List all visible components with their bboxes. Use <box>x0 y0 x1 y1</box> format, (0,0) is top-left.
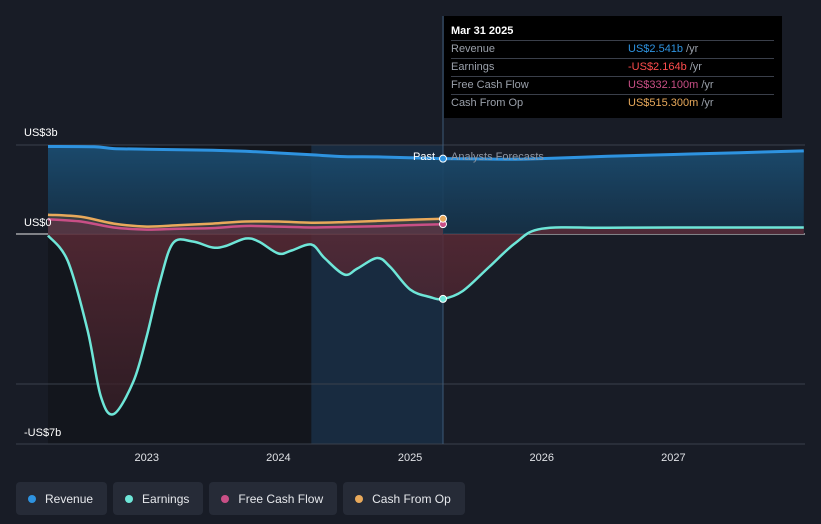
fcf-line <box>47 217 444 231</box>
legend: Revenue Earnings Free Cash Flow Cash Fro… <box>16 482 465 515</box>
tooltip-value: -US$2.164b <box>628 61 687 73</box>
earnings-dot-icon <box>125 494 134 503</box>
legend-item-fcf[interactable]: Free Cash Flow <box>209 482 338 515</box>
revenue-line <box>47 144 804 161</box>
y-tick-label: -US$7b <box>24 427 61 439</box>
x-tick-label: 2026 <box>530 452 554 464</box>
revenue-area <box>48 146 804 234</box>
forecast-label: Analysts Forecasts <box>451 151 544 163</box>
tooltip-row-cfo: Cash From Op US$515.300m /yr <box>451 94 774 112</box>
earnings-area <box>48 227 804 415</box>
tooltip-unit: /yr <box>701 97 714 109</box>
tooltip-label: Free Cash Flow <box>451 79 529 91</box>
legend-label: Cash From Op <box>372 491 451 506</box>
revenue-dot-icon <box>28 494 36 503</box>
x-tick-label: 2027 <box>661 452 685 464</box>
x-tick-label: 2025 <box>398 452 422 464</box>
tooltip-unit: /yr <box>686 43 699 55</box>
tooltip-row-fcf: Free Cash Flow US$332.100m /yr <box>451 76 774 94</box>
revenue-marker <box>439 154 447 163</box>
y-tick-label: US$3b <box>24 127 58 139</box>
earnings-marker <box>439 294 447 303</box>
tooltip-row-revenue: Revenue US$2.541b /yr <box>451 40 774 58</box>
tooltip-unit: /yr <box>701 79 714 91</box>
fcf-dot-icon <box>221 494 230 503</box>
tooltip-date: Mar 31 2025 <box>451 25 514 37</box>
earnings-line <box>47 226 804 416</box>
x-tick-label: 2024 <box>266 452 290 464</box>
tooltip: Mar 31 2025 Revenue US$2.541b /yr Earnin… <box>444 16 782 118</box>
past-label: Past <box>413 151 435 163</box>
tooltip-value: US$332.100m <box>628 79 699 91</box>
legend-label: Earnings <box>142 491 190 506</box>
legend-item-cfo[interactable]: Cash From Op <box>343 482 465 515</box>
tooltip-value: US$515.300m <box>628 97 699 109</box>
tooltip-value: US$2.541b <box>628 43 684 55</box>
y-tick-label: US$0 <box>24 217 52 229</box>
tooltip-label: Cash From Op <box>451 97 524 109</box>
tooltip-row-earnings: Earnings -US$2.164b /yr <box>451 58 774 76</box>
tooltip-unit: /yr <box>689 61 702 73</box>
cfo-line <box>47 213 444 228</box>
legend-label: Free Cash Flow <box>238 491 324 506</box>
legend-item-revenue[interactable]: Revenue <box>16 482 108 515</box>
legend-item-earnings[interactable]: Earnings <box>113 482 204 515</box>
tooltip-label: Earnings <box>451 61 495 73</box>
cfo-marker <box>439 214 447 223</box>
x-tick-label: 2023 <box>135 452 159 464</box>
cfo-dot-icon <box>355 494 364 503</box>
tooltip-label: Revenue <box>451 43 496 55</box>
legend-label: Revenue <box>45 491 94 506</box>
